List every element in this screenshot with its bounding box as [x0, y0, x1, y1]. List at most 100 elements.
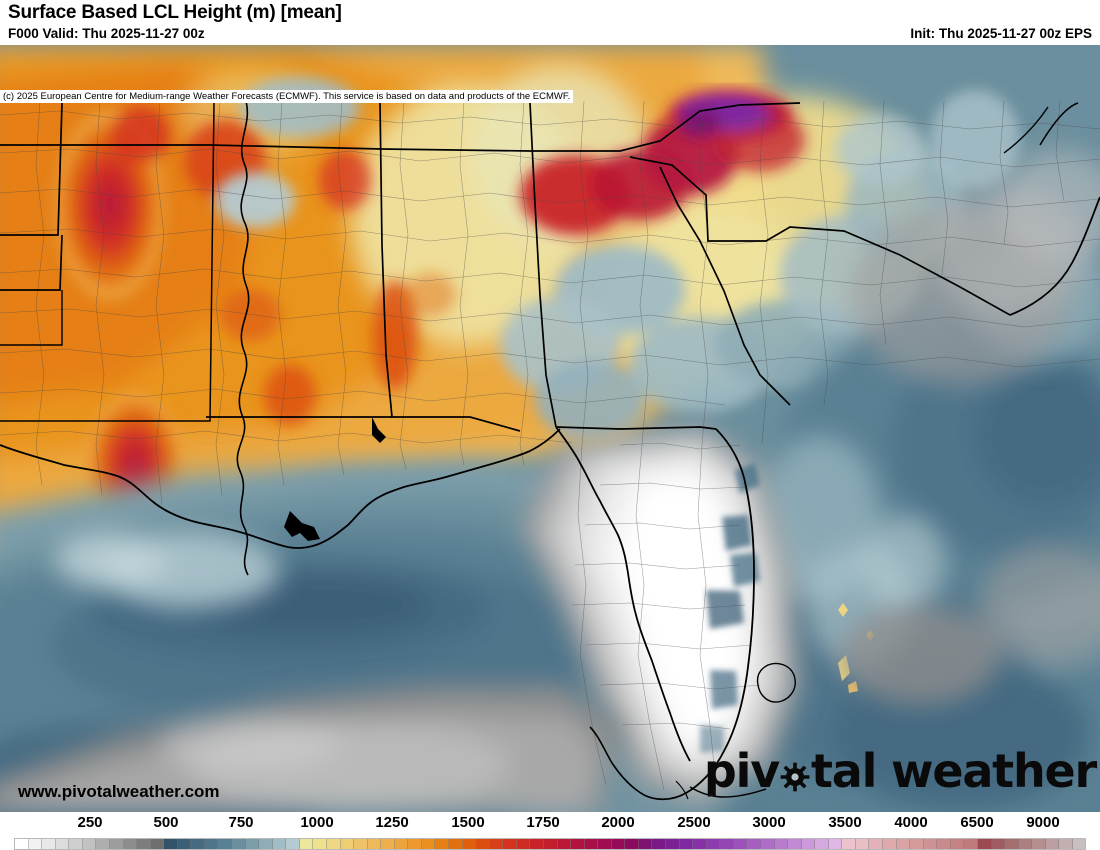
colorbar-swatch [896, 839, 911, 849]
colorbar-swatch [96, 839, 110, 849]
colorbar-swatch [232, 839, 246, 849]
field-purple-max [668, 89, 792, 141]
colorbar-swatch [883, 839, 897, 849]
colorbar-tick-label: 1500 [451, 814, 485, 831]
colorbar-swatch [435, 839, 449, 849]
colorbar-tick-label: 750 [228, 814, 254, 831]
colorbar-tick-label: 500 [153, 814, 179, 831]
colorbar-swatch [109, 839, 124, 849]
site-url-label: www.pivotalweather.com [18, 782, 220, 801]
colorbar-swatch [137, 839, 151, 849]
colorbar-tick-label: 1250 [375, 814, 409, 831]
colorbar-swatch [286, 839, 300, 849]
colorbar-swatch [150, 839, 165, 849]
map-canvas[interactable]: (c) 2025 European Centre for Medium-rang… [0, 45, 1100, 812]
colorbar-tick-label: 2000 [601, 814, 635, 831]
colorbar-swatch [177, 839, 192, 849]
colorbar-swatches[interactable] [14, 838, 1086, 850]
colorbar-swatch [1032, 839, 1046, 849]
colorbar-swatch [394, 839, 409, 849]
colorbar-tick-label: 3500 [828, 814, 862, 831]
colorbar-tick-label: 4000 [894, 814, 928, 831]
init-time-label: Init: Thu 2025-11-27 00z EPS [910, 26, 1092, 41]
colorbar-swatch [1072, 839, 1086, 849]
page-title: Surface Based LCL Height (m) [mean] [8, 2, 342, 23]
colorbar-tick-label: 1000 [300, 814, 334, 831]
colorbar-swatch [476, 839, 490, 849]
colorbar-legend: 250 500 750 1000 1250 1500 1750 2000 2500 3000 350… [0, 812, 1100, 850]
colorbar-swatch [828, 839, 843, 849]
colorbar-swatch [964, 839, 978, 849]
colorbar-swatch [611, 839, 626, 849]
state-and-coastline [0, 100, 1100, 801]
colorbar-swatch [1018, 839, 1033, 849]
colorbar-swatch [218, 839, 232, 849]
colorbar-swatch [299, 839, 314, 849]
colorbar-swatch [421, 839, 436, 849]
colorbar-swatch [1005, 839, 1019, 849]
colorbar-swatch [1059, 839, 1073, 849]
colorbar-swatch [733, 839, 748, 849]
colorbar-swatch [489, 839, 504, 849]
colorbar-swatch [584, 839, 599, 849]
colorbar-tick-label: 1750 [526, 814, 560, 831]
colorbar-swatch [977, 839, 992, 849]
colorbar-swatch [340, 839, 355, 849]
colorbar-swatch [543, 839, 558, 849]
colorbar-swatch [638, 839, 653, 849]
colorbar-swatch [815, 839, 829, 849]
colorbar-swatch [408, 839, 422, 849]
colorbar-swatch [164, 839, 178, 849]
colorbar-swatch [516, 839, 531, 849]
colorbar-swatch [503, 839, 517, 849]
colorbar-swatch [760, 839, 775, 849]
colorbar-tick-label: 6500 [960, 814, 994, 831]
colorbar-swatch [869, 839, 883, 849]
colorbar-swatch [42, 839, 56, 849]
colorbar-swatch [801, 839, 816, 849]
colorbar-tick-labels: 250 500 750 1000 1250 1500 1750 2000 2500 3000 350… [0, 812, 1100, 834]
colorbar-swatch [354, 839, 368, 849]
colorbar-swatch [910, 839, 924, 849]
colorbar-swatch [123, 839, 138, 849]
colorbar-swatch [720, 839, 734, 849]
colorbar-swatch [272, 839, 287, 849]
colorbar-swatch [950, 839, 965, 849]
field-grey-shelf [0, 150, 1100, 812]
colorbar-swatch [625, 839, 639, 849]
pivotal-weather-watermark: piv [703, 744, 1097, 798]
colorbar-swatch [652, 839, 666, 849]
colorbar-tick-label: 9000 [1026, 814, 1060, 831]
colorbar-swatch [923, 839, 938, 849]
colorbar-swatch [1045, 839, 1060, 849]
watermark-text-left: piv [703, 744, 780, 798]
colorbar-swatch [191, 839, 205, 849]
colorbar-swatch [991, 839, 1006, 849]
colorbar-swatch [55, 839, 70, 849]
colorbar-tick-label: 2500 [677, 814, 711, 831]
gear-icon [780, 762, 810, 792]
colorbar-swatch [259, 839, 273, 849]
colorbar-swatch [693, 839, 707, 849]
copyright-notice: (c) 2025 European Centre for Medium-rang… [0, 90, 574, 103]
colorbar-swatch [598, 839, 612, 849]
header: Surface Based LCL Height (m) [mean] F000… [0, 0, 1100, 45]
colorbar-swatch [204, 839, 219, 849]
colorbar-swatch [326, 839, 341, 849]
colorbar-swatch [367, 839, 382, 849]
colorbar-swatch [666, 839, 680, 849]
map-field-svg [0, 45, 1100, 812]
colorbar-swatch [937, 839, 951, 849]
colorbar-swatch [706, 839, 721, 849]
colorbar-tick-label: 3000 [752, 814, 786, 831]
colorbar-swatch [15, 839, 29, 849]
colorbar-swatch [69, 839, 83, 849]
county-boundaries [0, 100, 1100, 791]
colorbar-swatch [381, 839, 395, 849]
colorbar-swatch [82, 839, 97, 849]
colorbar-swatch [855, 839, 870, 849]
colorbar-swatch [28, 839, 43, 849]
colorbar-swatch [747, 839, 761, 849]
valid-time-label: F000 Valid: Thu 2025-11-27 00z [8, 26, 205, 41]
